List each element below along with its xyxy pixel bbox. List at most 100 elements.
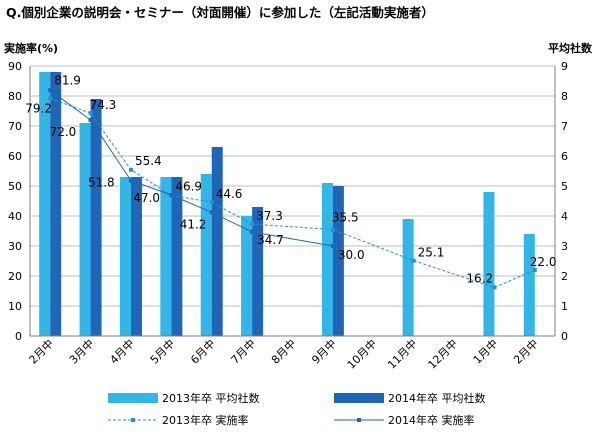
y2-axis-title: 平均社数 xyxy=(548,41,593,55)
y-tick-label: 40 xyxy=(8,210,22,223)
series-marker xyxy=(169,193,174,197)
series-marker xyxy=(532,268,537,272)
y2-tick-label: 0 xyxy=(561,330,568,343)
y-tick-label: 70 xyxy=(8,120,22,133)
legend-label: 2013年卒 平均社数 xyxy=(162,391,260,405)
category-label: 12月中 xyxy=(426,337,461,372)
bar xyxy=(200,174,212,336)
series-marker xyxy=(209,200,214,205)
y2-tick-label: 4 xyxy=(561,210,568,223)
data-label: 79.2 xyxy=(25,101,52,115)
data-label: 35.5 xyxy=(332,211,359,225)
legend-label: 2014年卒 平均社数 xyxy=(388,391,486,405)
data-label: 44.6 xyxy=(216,187,243,201)
bar xyxy=(79,123,91,336)
category-label: 11月中 xyxy=(385,337,420,372)
bar xyxy=(119,177,131,336)
y2-tick-label: 2 xyxy=(561,270,568,283)
legend-swatch xyxy=(334,393,384,403)
y-tick-label: 90 xyxy=(8,60,22,73)
data-label: 22.0 xyxy=(530,255,557,269)
series-marker xyxy=(330,227,335,232)
bar xyxy=(321,183,333,336)
series-marker xyxy=(250,222,255,227)
grid-layer xyxy=(30,65,555,337)
y2-tick-label: 6 xyxy=(561,150,568,163)
y-tick-label: 0 xyxy=(15,330,22,343)
y-tick-label: 60 xyxy=(8,150,22,163)
bar xyxy=(90,99,102,336)
line-layer xyxy=(48,88,537,290)
y2-tick-label: 7 xyxy=(561,120,568,133)
data-label: 81.9 xyxy=(54,73,81,87)
data-label: 72.0 xyxy=(50,125,77,139)
series-line xyxy=(50,97,535,288)
series-marker xyxy=(128,178,133,183)
category-label: 7月中 xyxy=(229,337,259,367)
series-marker xyxy=(88,118,93,122)
y2-tick-label: 5 xyxy=(561,180,568,193)
y-tick-label: 30 xyxy=(8,240,22,253)
y2-tick-label: 3 xyxy=(561,240,568,253)
y-tick-label: 10 xyxy=(8,300,22,313)
bar xyxy=(39,72,51,336)
series-marker xyxy=(250,229,255,234)
category-label: 9月中 xyxy=(309,337,339,367)
series-marker xyxy=(88,111,93,116)
data-label-layer: 79.2 74.3 55.4 46.9 44.6 37.3 35.5 25.1 16.2 22.0… xyxy=(25,73,556,285)
data-label: 46.9 xyxy=(175,179,202,193)
data-label: 34.7 xyxy=(257,233,284,247)
legend-marker xyxy=(357,418,361,422)
series-marker xyxy=(209,210,214,215)
category-label: 4月中 xyxy=(107,337,137,367)
bar xyxy=(160,177,172,336)
series-marker xyxy=(48,96,53,101)
bar xyxy=(402,219,414,336)
bar xyxy=(483,192,495,336)
data-label: 74.3 xyxy=(90,98,117,112)
data-label: 16.2 xyxy=(466,271,493,285)
y-tick-label: 80 xyxy=(8,90,22,103)
category-label: 8月中 xyxy=(269,337,299,367)
data-label: 37.3 xyxy=(256,209,283,223)
legend-label: 2013年卒 実施率 xyxy=(162,413,249,427)
y2-tick-label: 9 xyxy=(561,60,568,73)
bar-layer xyxy=(39,72,535,336)
legend-marker xyxy=(131,418,135,422)
data-label: 55.4 xyxy=(135,154,162,168)
series-marker xyxy=(411,258,416,263)
y2-tick-label: 1 xyxy=(561,300,568,313)
category-label: 2月中 xyxy=(27,337,57,367)
series-marker xyxy=(48,88,53,93)
bar xyxy=(332,186,344,336)
category-label: 1月中 xyxy=(471,337,501,367)
series-marker xyxy=(492,285,497,290)
category-label: 6月中 xyxy=(188,337,218,367)
y-tick-label: 20 xyxy=(8,270,22,283)
bar xyxy=(50,72,62,336)
category-label: 3月中 xyxy=(67,337,97,367)
legend: 2013年卒 平均社数 2014年卒 平均社数 2013年卒 実施率 2014年卒 実… xyxy=(108,391,486,427)
data-label: 51.8 xyxy=(88,176,115,190)
series-marker xyxy=(330,244,335,248)
category-label: 10月中 xyxy=(345,337,380,372)
bar xyxy=(211,147,223,336)
legend-label: 2014年卒 実施率 xyxy=(388,413,475,427)
data-label: 47.0 xyxy=(133,191,160,205)
category-label: 2月中 xyxy=(511,337,541,367)
series-marker xyxy=(128,167,133,172)
bar xyxy=(252,207,264,336)
legend-swatch xyxy=(108,393,158,403)
data-label: 25.1 xyxy=(418,246,445,260)
bar xyxy=(241,216,253,336)
data-label: 30.0 xyxy=(338,248,365,262)
bar xyxy=(130,177,142,336)
data-label: 41.2 xyxy=(180,217,207,231)
bar xyxy=(171,177,183,336)
y-axis-title: 実施率(%) xyxy=(4,41,58,55)
y-tick-label: 50 xyxy=(8,180,22,193)
chart-title: Q.個別企業の説明会・セミナー（対面開催）に参加した（左記活動実施者） xyxy=(6,5,434,20)
y2-tick-label: 8 xyxy=(561,90,568,103)
